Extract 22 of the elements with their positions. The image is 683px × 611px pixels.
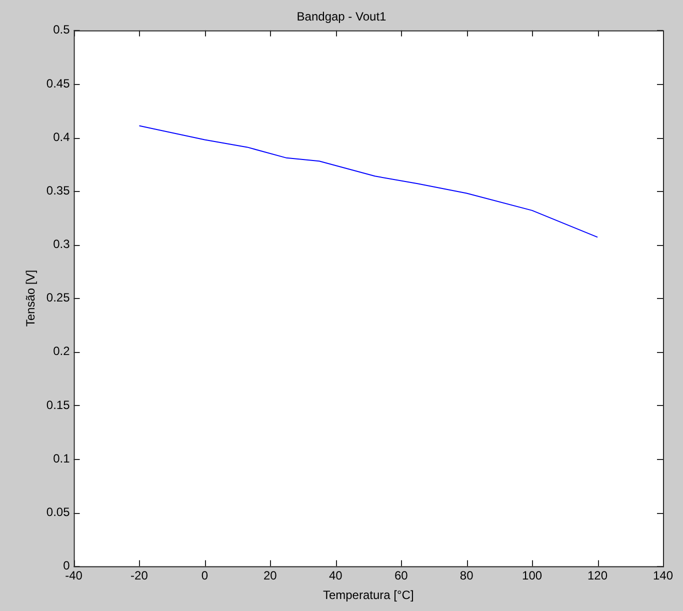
x-tick-label: 40 bbox=[328, 568, 343, 583]
x-tick-label: 80 bbox=[460, 568, 474, 583]
chart-title: Bandgap - Vout1 bbox=[296, 10, 387, 24]
x-tick-label: 120 bbox=[588, 568, 608, 583]
x-tick-label: 0 bbox=[201, 568, 208, 583]
y-tick-label: 0.4 bbox=[53, 130, 70, 144]
x-tick-label: 60 bbox=[394, 568, 408, 583]
y-tick-label: 0.1 bbox=[53, 451, 70, 466]
y-tick-label: 0.45 bbox=[46, 76, 70, 90]
x-tick-label: 20 bbox=[263, 568, 278, 583]
x-axis-title: Temperatura [°C] bbox=[322, 588, 414, 602]
x-tick-label: 100 bbox=[522, 568, 542, 583]
y-tick-label: 0.05 bbox=[46, 504, 70, 519]
y-tick-label: 0.35 bbox=[46, 183, 70, 198]
y-tick-label: 0.3 bbox=[53, 237, 70, 252]
x-tick-label: 140 bbox=[652, 568, 674, 583]
y-tick-label: 0.15 bbox=[46, 398, 70, 412]
y-tick-label: 0.25 bbox=[46, 290, 70, 305]
x-tick-label: -20 bbox=[130, 568, 148, 583]
y-tick-label: 0.5 bbox=[53, 22, 70, 37]
y-axis-title: Tensão [V] bbox=[24, 270, 38, 327]
y-tick-label: 0.2 bbox=[53, 344, 70, 358]
